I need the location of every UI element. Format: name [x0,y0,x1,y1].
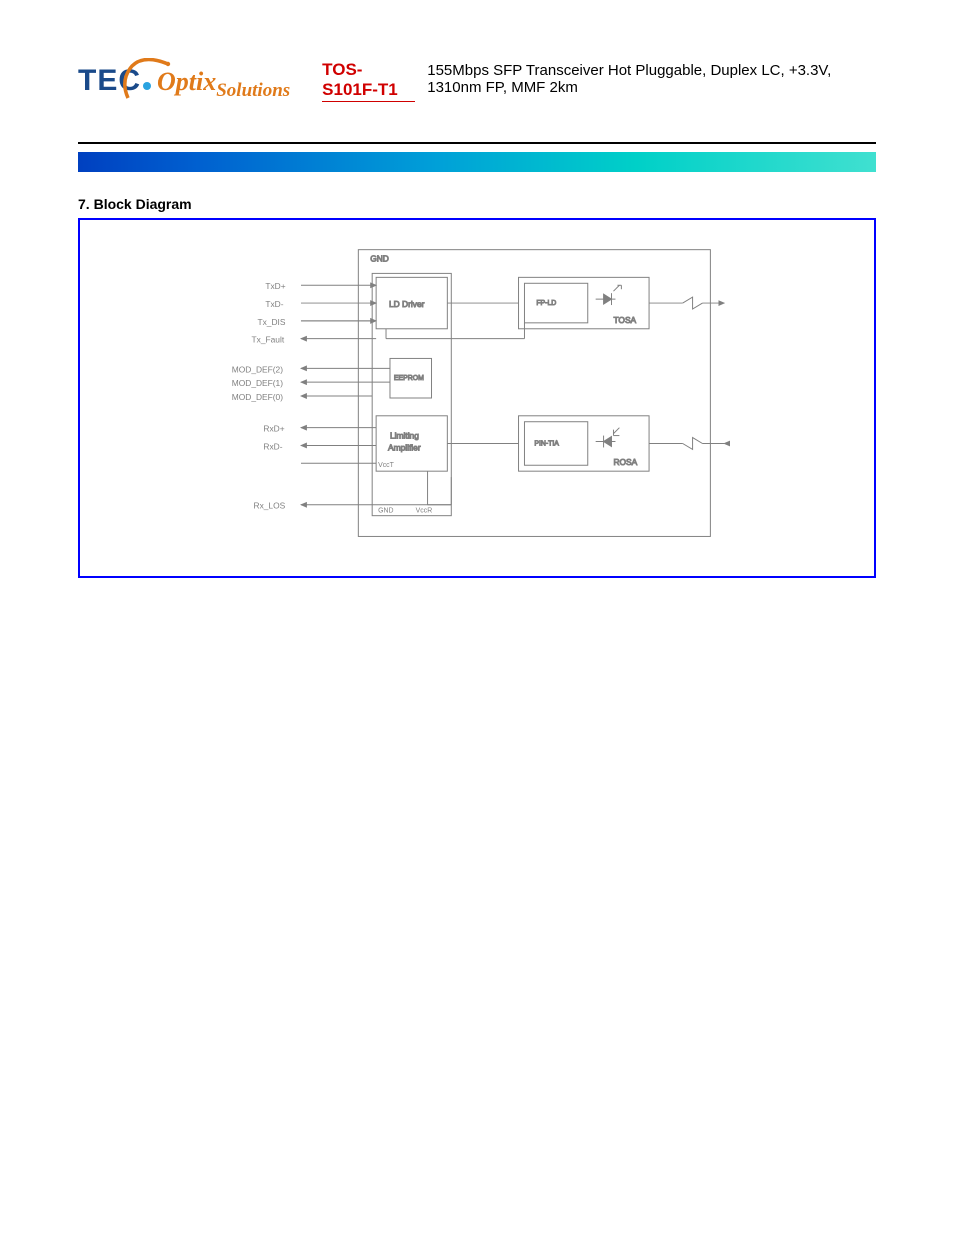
logo-solutions: Solutions [216,80,290,102]
sig-vccr: VccR [416,508,433,515]
sig-rx-los: Rx_LOS [254,501,286,511]
block-diagram: GND LD Driver EEPROM Limiting Amplifier … [78,218,876,578]
sig-moddef0: MOD_DEF(0) [232,392,283,402]
sig-txd-m: TxD- [265,299,283,309]
sig-moddef2: MOD_DEF(2) [232,364,283,374]
sig-txd-p: TxD+ [265,281,285,291]
sig-tx-dis: Tx_DIS [257,317,285,327]
sig-vcct: VccT [378,462,395,469]
sig-rxd-m: RxD- [263,441,282,451]
header-divider [78,142,876,144]
section-prefix: 7. [78,196,90,212]
sig-moddef1: MOD_DEF(1) [232,378,283,388]
sig-gnd: GND [378,508,393,515]
page-root: TEC Optix Solutions TOS-S101F-T1 155Mbps… [0,0,954,1235]
section-title: 7. Block Diagram [78,196,876,212]
diagram-svg: GND LD Driver EEPROM Limiting Amplifier … [80,220,874,576]
label-limiting: Limiting [390,431,419,441]
sig-tx-fault: Tx_Fault [252,335,285,345]
label-tosa: TOSA [613,315,636,325]
label-amplifier: Amplifier [388,442,421,452]
part-description: 155Mbps SFP Transceiver Hot Pluggable, D… [427,62,876,96]
sig-rxd-p: RxD+ [263,424,284,434]
label-fp-ld: FP-LD [536,300,556,307]
header-row: TEC Optix Solutions TOS-S101F-T1 155Mbps… [78,60,876,102]
label-eeprom: EEPROM [394,375,424,382]
section-label: Block Diagram [94,196,192,212]
logo: TEC Optix Solutions [78,64,290,98]
label-pin-tia: PIN-TIA [534,440,559,447]
part-info: TOS-S101F-T1 155Mbps SFP Transceiver Hot… [322,60,876,102]
logo-swoosh-icon [118,58,172,102]
label-rosa: ROSA [613,457,637,467]
gradient-bar [78,152,876,172]
label-gnd-top: GND [370,254,389,264]
label-ld-driver: LD Driver [389,299,425,309]
part-code: TOS-S101F-T1 [322,60,415,102]
